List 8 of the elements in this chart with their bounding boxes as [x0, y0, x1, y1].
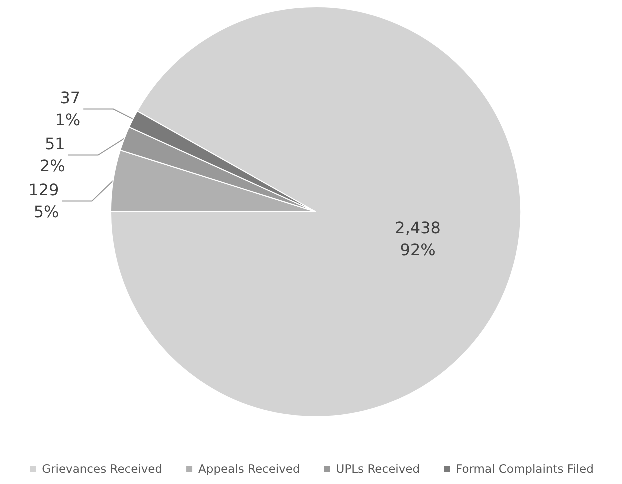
- data-label: 2,438 92%: [395, 218, 441, 260]
- legend-label: Appeals Received: [198, 462, 300, 476]
- legend-label: Grievances Received: [42, 462, 163, 476]
- legend-label: UPLs Received: [336, 462, 420, 476]
- data-label: 129 5%: [28, 180, 60, 222]
- legend-label: Formal Complaints Filed: [456, 462, 594, 476]
- data-label: 51 2%: [40, 134, 66, 176]
- data-label: 37 1%: [55, 88, 81, 130]
